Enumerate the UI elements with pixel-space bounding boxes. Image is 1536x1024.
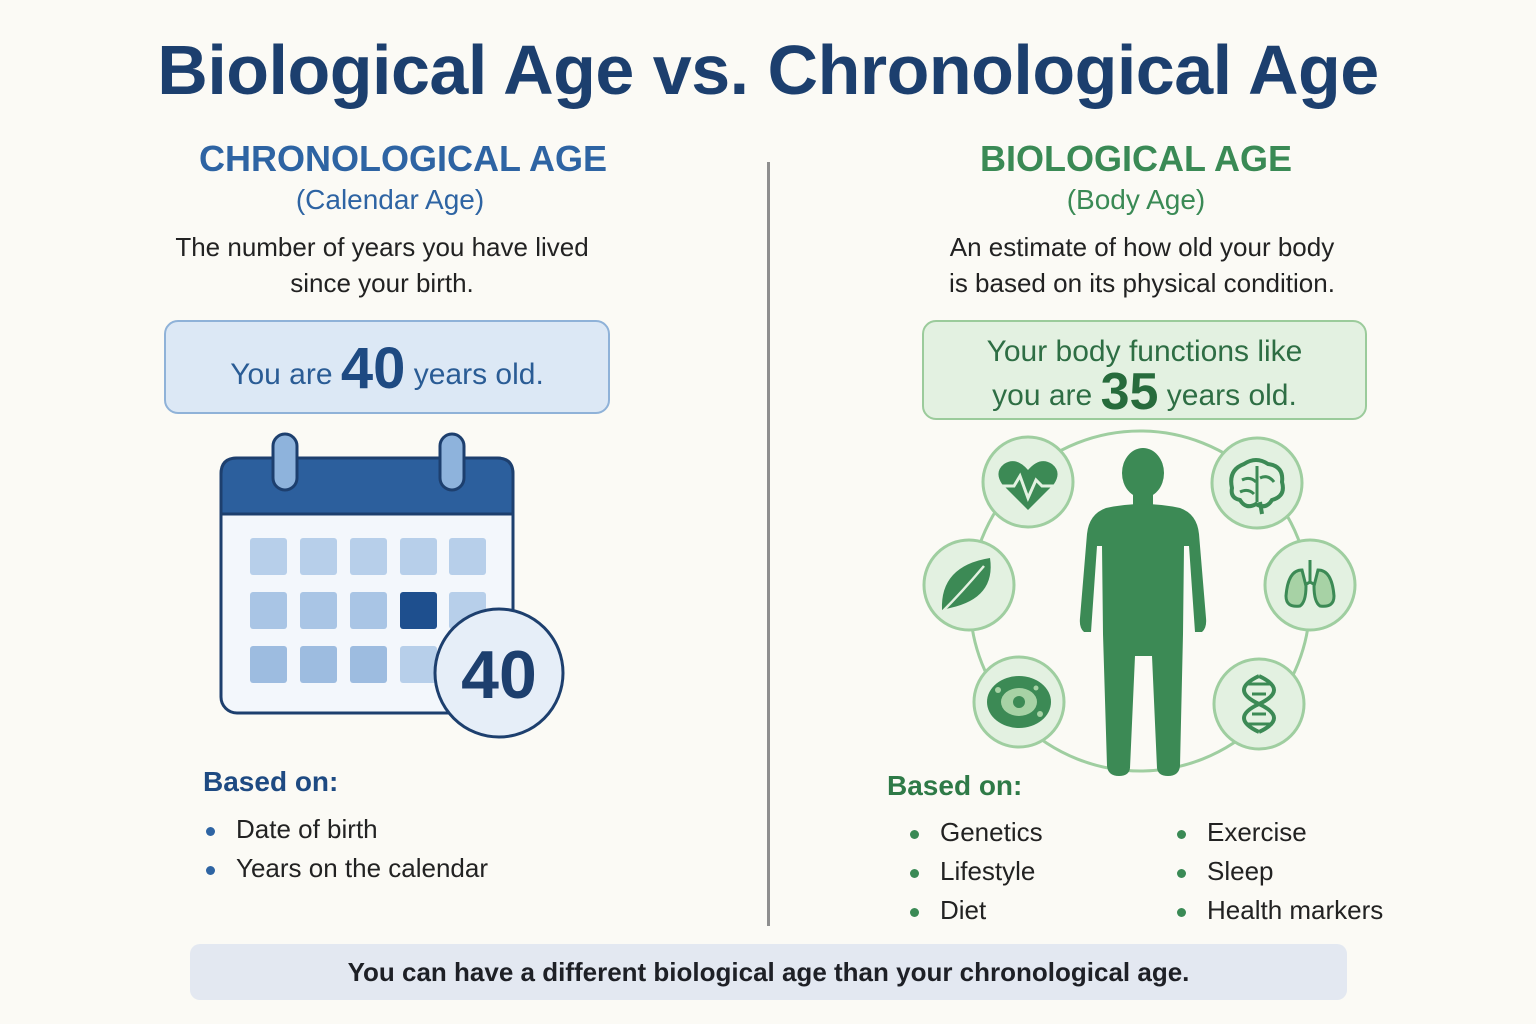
biological-based-on-list-2: Exercise Sleep Health markers: [1173, 817, 1383, 934]
footer-note: You can have a different biological age …: [190, 944, 1347, 1000]
biological-age-line1: Your body functions like: [986, 335, 1303, 368]
human-figure-icon: [1079, 448, 1207, 776]
biological-description-line: is based on its physical condition.: [949, 268, 1335, 298]
body-diagram: [922, 429, 1357, 776]
age-suffix: years old.: [1166, 379, 1297, 412]
list-item: Date of birth: [202, 814, 488, 853]
list-item: Years on the calendar: [202, 853, 488, 892]
chronological-age-box: You are 40 years old.: [164, 320, 610, 414]
chronological-subheading: (Calendar Age): [295, 184, 485, 215]
age-prefix: You are: [230, 358, 333, 391]
list-item: Exercise: [1173, 817, 1383, 856]
list-item: Genetics: [906, 817, 1043, 856]
dna-icon: [1212, 657, 1306, 751]
biological-age-box: Your body functions like you are 35 year…: [922, 320, 1367, 420]
brain-icon: [1210, 436, 1304, 530]
calendar-icon: 40: [219, 432, 565, 739]
biological-description: An estimate of how old your body is base…: [880, 229, 1404, 301]
biological-based-on-list-1: Genetics Lifestyle Diet: [906, 817, 1043, 934]
chronological-description: The number of years you have lived since…: [130, 229, 634, 301]
chronological-based-on-list: Date of birth Years on the calendar: [202, 814, 488, 892]
age-suffix: years old.: [413, 358, 544, 391]
biological-age-value: 35: [1100, 363, 1159, 421]
chronological-description-line: The number of years you have lived: [175, 232, 589, 262]
biological-based-on-title: Based on:: [887, 770, 1023, 801]
page-title: Biological Age vs. Chronological Age: [157, 31, 1379, 109]
list-item: Sleep: [1173, 856, 1383, 895]
cell-icon: [972, 655, 1066, 749]
chronological-description-line: since your birth.: [290, 268, 474, 298]
chronological-based-on-title: Based on:: [203, 766, 339, 797]
biological-heading: BIOLOGICAL AGE: [979, 138, 1292, 179]
chronological-age-value: 40: [340, 336, 406, 401]
calendar-badge: 40: [461, 637, 537, 713]
center-divider: [767, 162, 770, 926]
leaf-icon: [922, 538, 1016, 632]
biological-subheading: (Body Age): [1066, 184, 1206, 215]
list-item: Health markers: [1173, 895, 1383, 934]
list-item: Lifestyle: [906, 856, 1043, 895]
lungs-icon: [1263, 538, 1357, 632]
chronological-heading: CHRONOLOGICAL AGE: [198, 138, 607, 179]
age-prefix: you are: [992, 379, 1093, 412]
biological-description-line: An estimate of how old your body: [949, 232, 1335, 262]
list-item: Diet: [906, 895, 1043, 934]
heart-icon: [981, 435, 1075, 529]
